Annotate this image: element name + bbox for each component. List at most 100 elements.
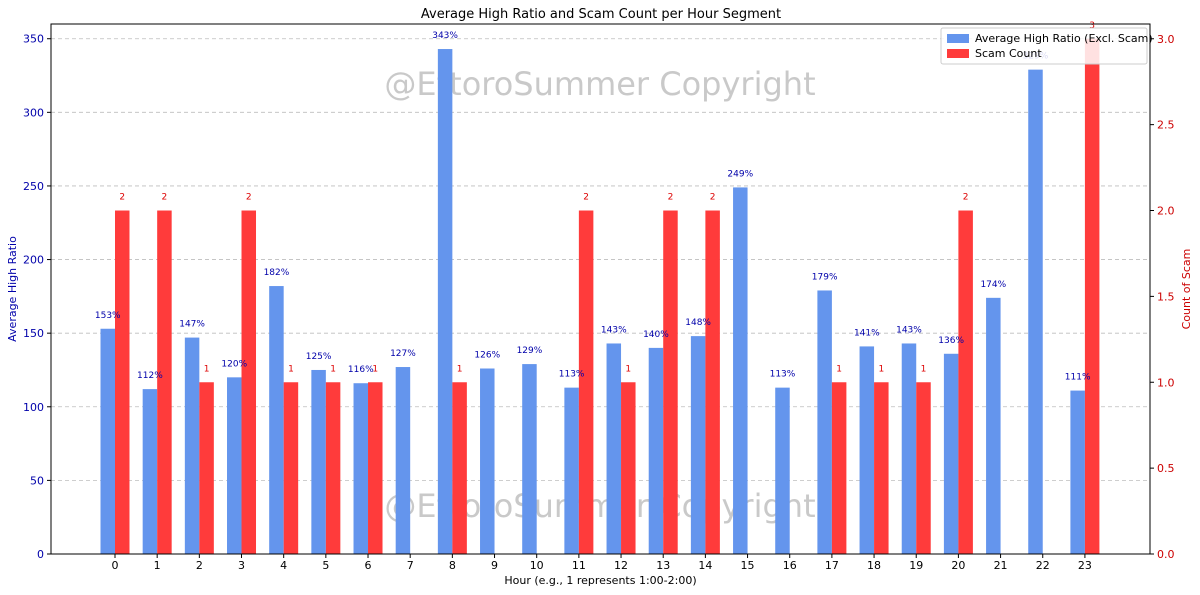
scam-label-20: 2 — [963, 193, 969, 203]
scam-bar-8 — [452, 382, 467, 554]
ratio-bar-10 — [522, 364, 537, 554]
legend: Average High Ratio (Excl. Scam) Scam Coun… — [940, 27, 1153, 65]
y-left-tick-label: 350 — [23, 33, 44, 46]
ratio-bar-9 — [480, 368, 495, 554]
y-right-tick-label: 1.0 — [1157, 376, 1175, 389]
scam-bar-18 — [874, 382, 889, 554]
chart-title: Average High Ratio and Scam Count per Ho… — [421, 7, 781, 22]
ratio-label-17: 179% — [812, 272, 838, 282]
scam-label-11: 2 — [583, 193, 589, 203]
ratio-bar-2 — [184, 337, 200, 554]
x-tick-label-8: 8 — [449, 559, 456, 572]
scam-bar-6 — [368, 382, 383, 554]
x-tick-label-18: 18 — [867, 559, 881, 572]
ratio-bar-4 — [269, 286, 284, 554]
x-tick-label-16: 16 — [783, 559, 797, 572]
ratio-bar-15 — [733, 187, 748, 554]
x-tick-label-23: 23 — [1078, 559, 1092, 572]
ratio-bar-16 — [775, 387, 790, 554]
ratio-bar-18 — [859, 346, 875, 554]
scam-label-12: 1 — [625, 364, 631, 374]
scam-bar-19 — [916, 382, 931, 554]
scam-label-0: 2 — [119, 193, 125, 203]
x-tick-label-12: 12 — [614, 559, 628, 572]
legend-box — [940, 27, 1148, 65]
scam-label-23: 3 — [1089, 21, 1095, 31]
y-left-tick-label: 200 — [23, 254, 44, 267]
x-tick-label-2: 2 — [196, 559, 203, 572]
scam-bar-17 — [831, 382, 847, 554]
x-tick-label-6: 6 — [365, 559, 372, 572]
grid-lines — [51, 38, 1150, 481]
scam-bar-5 — [325, 382, 341, 554]
scam-bar-4 — [283, 382, 299, 554]
y-left-tick-label: 50 — [30, 474, 44, 487]
y-right-tick-label: 2.5 — [1157, 119, 1175, 132]
ratio-label-12: 143% — [601, 325, 627, 335]
ratio-label-5: 125% — [306, 352, 332, 362]
y-left-tick-label: 150 — [23, 327, 44, 340]
ratio-bar-21 — [986, 297, 1001, 554]
scam-bar-12 — [621, 382, 636, 554]
x-tick-label-10: 10 — [530, 559, 544, 572]
scam-label-4: 1 — [288, 364, 294, 374]
x-tick-label-5: 5 — [322, 559, 329, 572]
ratio-label-23: 111% — [1065, 373, 1091, 383]
x-tick-label-20: 20 — [951, 559, 965, 572]
x-tick-label-3: 3 — [238, 559, 245, 572]
y-left-tick-label: 250 — [23, 180, 44, 193]
scam-bar-20 — [958, 210, 973, 554]
ratio-label-9: 126% — [474, 351, 500, 361]
scam-label-5: 1 — [330, 364, 336, 374]
scam-bar-2 — [199, 382, 214, 554]
scam-label-18: 1 — [878, 364, 884, 374]
scam-label-19: 1 — [921, 364, 927, 374]
axes-layer: 0 1 2 3 4 5 6 7 8 9 10 11 12 13 14 15 16 17 18 19 20 21 22 2305… — [6, 23, 1193, 587]
ratio-bar-14 — [690, 336, 706, 554]
y-right-tick-label: 3.0 — [1157, 33, 1175, 46]
ratio-label-21: 174% — [980, 280, 1006, 290]
y-left-tick-label: 300 — [23, 106, 44, 119]
ratio-label-1: 112% — [137, 371, 163, 381]
x-tick-label-13: 13 — [656, 559, 670, 572]
x-tick-label-17: 17 — [825, 559, 839, 572]
ratio-bar-23 — [1070, 390, 1085, 554]
scam-label-2: 1 — [204, 364, 210, 374]
ratio-label-3: 120% — [221, 359, 247, 369]
scam-label-8: 1 — [457, 364, 463, 374]
ratio-bar-12 — [606, 343, 622, 554]
x-tick-label-7: 7 — [407, 559, 414, 572]
x-tick-label-22: 22 — [1036, 559, 1050, 572]
x-tick-label-21: 21 — [994, 559, 1008, 572]
ratio-bar-19 — [901, 343, 917, 554]
ratio-bar-13 — [648, 347, 664, 554]
ratio-label-11: 113% — [559, 370, 585, 380]
x-tick-label-15: 15 — [741, 559, 755, 572]
x-tick-label-19: 19 — [909, 559, 923, 572]
ratio-bar-11 — [564, 387, 579, 554]
ratio-bar-6 — [353, 383, 369, 554]
y-left-tick-label: 100 — [23, 401, 44, 414]
ratio-label-16: 113% — [770, 370, 796, 380]
ratio-bar-1 — [142, 389, 158, 554]
ratio-label-4: 182% — [264, 268, 290, 278]
legend-swatch-ratio — [947, 34, 969, 43]
ratio-bar-3 — [227, 377, 242, 554]
y-right-tick-label: 0.0 — [1157, 548, 1175, 561]
ratio-label-10: 129% — [517, 346, 543, 356]
scam-label-3: 2 — [246, 193, 252, 203]
legend-swatch-scam — [947, 49, 969, 58]
x-tick-label-0: 0 — [112, 559, 119, 572]
ratio-label-0: 153% — [95, 311, 121, 321]
x-tick-label-4: 4 — [280, 559, 287, 572]
x-tick-label-1: 1 — [154, 559, 161, 572]
y-left-axis-label: Average High Ratio — [6, 236, 19, 342]
scam-bar-11 — [578, 210, 594, 554]
ratio-label-14: 148% — [685, 318, 711, 328]
ratio-label-2: 147% — [179, 320, 205, 330]
scam-label-17: 1 — [836, 364, 842, 374]
scam-bar-14 — [705, 210, 720, 554]
